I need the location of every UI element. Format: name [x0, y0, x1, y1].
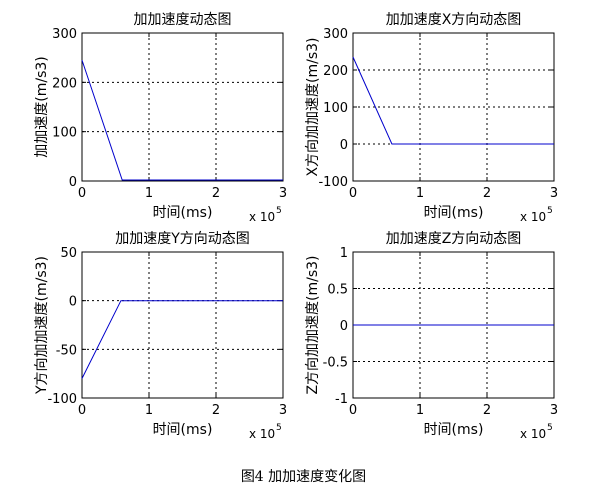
y-axis-label: Y方向加加速度(m/s3) [34, 256, 50, 395]
y-tick-label: 200 [323, 64, 348, 79]
x-tick-label: 0 [78, 186, 86, 201]
x-axis-label: 时间(ms) [153, 205, 213, 221]
y-tick-label: 0.5 [327, 283, 348, 298]
x-tick-label: 2 [212, 403, 220, 418]
y-tick-label: -50 [56, 343, 77, 358]
x-scale-exponent: 5 [276, 206, 282, 216]
y-tick-label: -100 [47, 392, 77, 407]
x-scale-multiplier: x 10 [520, 210, 546, 224]
y-tick-label: 100 [323, 101, 348, 116]
x-axis-label: 时间(ms) [424, 422, 484, 438]
x-tick-label: 2 [212, 186, 220, 201]
x-scale-exponent: 5 [547, 423, 553, 433]
plot-area [81, 251, 284, 399]
chart-title: 加加速度Z方向动态图 [386, 231, 522, 247]
x-axis-label: 时间(ms) [153, 422, 213, 438]
y-tick-label: 0 [340, 319, 348, 334]
x-scale-exponent: 5 [547, 206, 553, 216]
x-tick-label: 3 [279, 403, 287, 418]
x-tick-label: 3 [550, 403, 558, 418]
series-line-1 [81, 300, 283, 379]
series-line-1 [352, 56, 554, 145]
x-tick-label: 3 [550, 186, 558, 201]
y-axis-label: X方向加加速度(m/s3) [305, 37, 321, 176]
chart-title: 加加速度X方向动态图 [386, 12, 522, 28]
chart-title: 加加速度Y方向动态图 [115, 231, 250, 247]
y-tick-label: -1 [335, 392, 348, 407]
plot-area [81, 32, 284, 182]
chart-2: 0 1 2 3-1000100200300加加速度X方向动态图时间(ms)X方向加加速… [305, 12, 558, 224]
y-tick-label: 0 [69, 175, 77, 190]
x-tick-label: 2 [483, 186, 491, 201]
x-tick-label: 3 [279, 186, 287, 201]
y-tick-label: 0 [340, 138, 348, 153]
y-tick-label: -100 [318, 175, 348, 190]
x-scale-multiplier: x 10 [249, 427, 275, 441]
x-tick-label: 1 [416, 403, 424, 418]
y-tick-label: 100 [52, 126, 77, 141]
y-tick-label: 50 [60, 246, 77, 261]
y-tick-label: 300 [323, 27, 348, 42]
x-tick-label: 0 [349, 186, 357, 201]
x-tick-label: 1 [416, 186, 424, 201]
y-tick-label: 1 [340, 246, 348, 261]
x-tick-label: 0 [78, 403, 86, 418]
x-scale-multiplier: x 10 [249, 210, 275, 224]
x-axis-label: 时间(ms) [424, 205, 484, 221]
x-scale-exponent: 5 [276, 423, 282, 433]
y-tick-label: 300 [52, 27, 77, 42]
chart-title: 加加速度动态图 [134, 12, 232, 28]
x-tick-label: 1 [145, 186, 153, 201]
x-scale-multiplier: x 10 [520, 427, 546, 441]
y-axis-label: 加加速度(m/s3) [34, 56, 50, 157]
y-axis-label: Z方向加加速度(m/s3) [305, 255, 321, 394]
y-tick-label: -0.5 [323, 356, 348, 371]
x-tick-label: 1 [145, 403, 153, 418]
x-tick-label: 2 [483, 403, 491, 418]
y-tick-label: 0 [69, 295, 77, 310]
series-line-1 [81, 59, 283, 181]
y-tick-label: 200 [52, 76, 77, 91]
figure-caption: 图4 加加速度变化图 [240, 469, 367, 485]
x-tick-label: 0 [349, 403, 357, 418]
